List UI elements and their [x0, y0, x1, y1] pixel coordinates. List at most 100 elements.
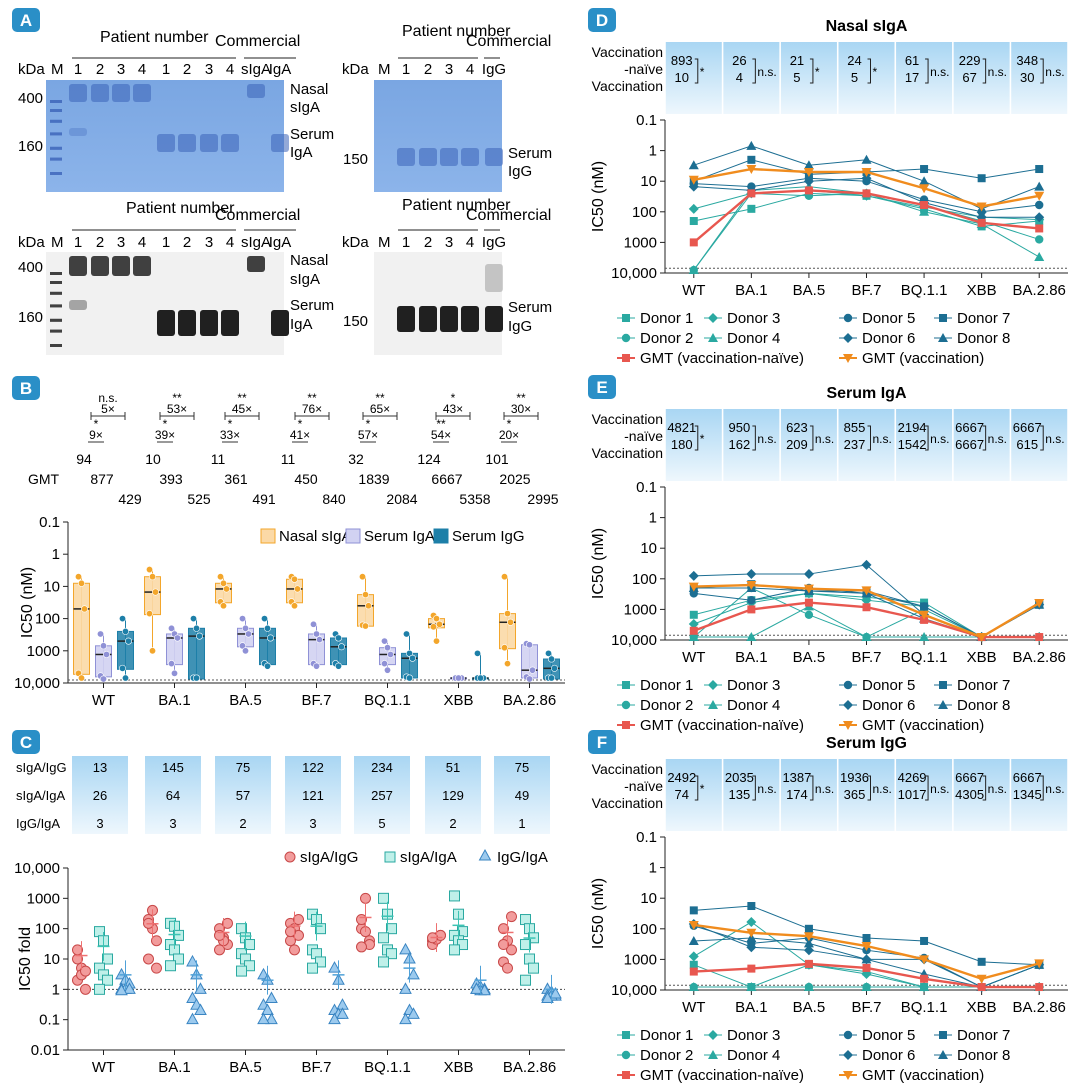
legend-marker	[939, 681, 947, 689]
vacc-gmt: 1542	[898, 437, 927, 452]
box-point	[547, 674, 555, 682]
gel-band	[178, 310, 196, 336]
series-marker	[688, 570, 699, 581]
header-column-bg	[665, 409, 722, 481]
ratio-value: 64	[166, 788, 180, 803]
series-marker	[689, 960, 698, 969]
ratio-bottom: 57×	[358, 428, 378, 442]
naive-gmt: 24	[847, 53, 861, 68]
gel-band	[112, 84, 130, 102]
ratio-value: 122	[302, 760, 324, 775]
y-tick-label: 10,000	[14, 860, 60, 877]
box-iqr	[95, 645, 112, 678]
gel-a1-mw-160: 160	[18, 138, 43, 155]
legend-swatch	[433, 528, 449, 544]
y-axis-title: IC50 (nM)	[19, 567, 36, 638]
ratio-column-bg	[72, 756, 128, 834]
sig-label: n.s.	[930, 782, 949, 796]
sig-label: n.s.	[873, 432, 892, 446]
gel-band	[419, 306, 437, 332]
sig-bracket	[982, 58, 987, 84]
legend-marker	[843, 313, 853, 323]
series-marker	[861, 154, 872, 164]
header-column-bg	[780, 759, 837, 831]
naive-gmt: 623	[786, 420, 808, 435]
gmt-serum-igg: 491	[252, 491, 276, 507]
sig-label: n.s.	[757, 432, 776, 446]
point-siga-igg	[506, 911, 517, 923]
lane-label: 2	[424, 61, 432, 78]
vacc-gmt: 237	[844, 437, 866, 452]
ratio-top: 5×	[101, 402, 115, 416]
box-point	[168, 624, 176, 632]
series-marker	[803, 176, 814, 187]
sig-label: *	[700, 432, 705, 446]
box-point	[402, 630, 410, 638]
legend-label: Donor 2	[640, 697, 693, 714]
vacc-gmt: 5	[851, 70, 858, 85]
series-marker	[747, 204, 756, 213]
box-point	[383, 666, 391, 674]
y-tick-label: 100	[35, 611, 60, 628]
series-marker	[746, 140, 757, 150]
panel-a-label: A	[20, 11, 32, 30]
y-tick-label: 10,000	[611, 265, 657, 282]
point-siga-igg	[502, 962, 513, 974]
legend-marker	[708, 700, 718, 709]
vacc-gmt: 74	[675, 787, 689, 802]
panel-c-badge	[12, 730, 40, 754]
ratio-value: 1	[518, 816, 525, 831]
y-tick-label: 1000	[624, 601, 657, 618]
panel-d: D Nasal sIgA Vaccination-naïveVaccination…	[588, 8, 1068, 367]
box-point	[174, 634, 182, 642]
box-point	[171, 669, 179, 677]
lane-label: IgA	[269, 61, 292, 78]
gel-a2-marker: M	[378, 61, 391, 78]
series-marker	[688, 935, 699, 945]
x-tick-label: BQ.1.1	[901, 282, 948, 299]
sig-bracket	[1040, 58, 1044, 84]
sig-top: *	[451, 391, 456, 405]
y-tick-label: 10	[43, 578, 60, 595]
series-marker	[688, 160, 699, 170]
series-marker	[804, 924, 813, 933]
header-column-bg	[838, 42, 895, 114]
x-tick-label: BQ.1.1	[901, 649, 948, 666]
point-siga-igg	[222, 917, 233, 929]
y-tick-label: 1000	[624, 234, 657, 251]
sig-label: n.s.	[815, 432, 834, 446]
gel-a3-label-siga: sIgA	[290, 271, 320, 288]
series-marker	[920, 602, 929, 611]
sig-label: *	[815, 65, 820, 79]
series-marker	[976, 202, 987, 212]
legend-label: Donor 7	[957, 677, 1010, 694]
y-tick-label: 10,000	[611, 632, 657, 649]
series-marker	[803, 932, 814, 942]
naive-gmt: 348	[1016, 53, 1038, 68]
y-tick-label: 10,000	[14, 675, 60, 692]
y-tick-label: 1000	[27, 643, 60, 660]
gmt-nasal: 94	[76, 451, 92, 467]
series-marker	[977, 957, 986, 966]
point-siga-igg	[498, 939, 509, 951]
y-tick-label: 0.1	[39, 514, 60, 531]
x-tick-label: BA.2.86	[1013, 999, 1066, 1016]
sig-label: n.s.	[988, 65, 1007, 79]
legend-marker	[284, 851, 296, 863]
header-column-bg	[723, 42, 780, 114]
box-point	[97, 630, 105, 638]
gel-band	[91, 256, 109, 276]
naive-gmt: 1387	[782, 770, 811, 785]
vacc-gmt: 174	[786, 787, 808, 802]
gel-a1-commercial: Commercial	[215, 33, 300, 50]
series-marker	[920, 201, 929, 210]
sig-top: **	[172, 391, 182, 405]
legend-swatch	[260, 528, 276, 544]
y-tick-label: 0.01	[31, 1042, 60, 1059]
gmt-nasal: 32	[348, 451, 364, 467]
box-point	[334, 634, 342, 642]
marker-ladder-band	[50, 318, 62, 322]
box-point	[312, 662, 320, 670]
